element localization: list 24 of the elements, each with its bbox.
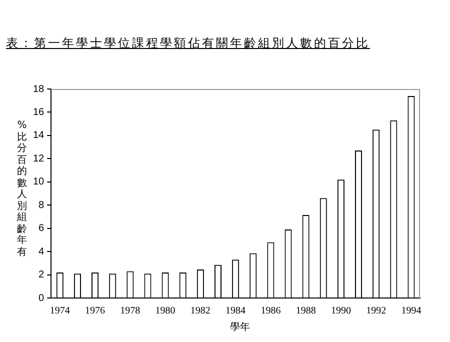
y-tick-label: 18 xyxy=(33,84,45,95)
y-tick-label: 12 xyxy=(33,153,45,164)
y-tick-label: 14 xyxy=(33,130,45,142)
text: %比分百的數人別組齡年有 xyxy=(17,120,27,258)
x-tick-label: 1982 xyxy=(190,306,210,317)
x-tick-label: 1974 xyxy=(50,306,70,317)
x-axis-title: 學年 xyxy=(229,321,251,334)
y-tick-label: 0 xyxy=(38,292,45,304)
y-tick-label: 10 xyxy=(33,176,45,188)
y-tick-label: 2 xyxy=(38,270,45,281)
y-tick-label: 4 xyxy=(38,246,45,258)
chart-title: 表：第一年學士學位課程學額佔有關年齡組別人數的百分比 xyxy=(6,36,371,51)
x-tick-label: 1994 xyxy=(401,306,422,317)
x-tick-label: 1978 xyxy=(120,306,140,317)
x-tick-label: 1986 xyxy=(260,306,281,317)
x-tick-label: 1984 xyxy=(226,306,246,317)
y-tick-label: 16 xyxy=(33,106,45,118)
y-tick-label: 8 xyxy=(38,200,45,211)
x-tick-label: 1990 xyxy=(330,306,351,317)
x-tick-label: 1988 xyxy=(296,306,316,317)
y-tick-label: 6 xyxy=(38,223,45,234)
x-tick-label: 1980 xyxy=(155,306,176,317)
x-tick-label: 1976 xyxy=(85,306,106,317)
x-tick-label: 1992 xyxy=(366,306,386,317)
